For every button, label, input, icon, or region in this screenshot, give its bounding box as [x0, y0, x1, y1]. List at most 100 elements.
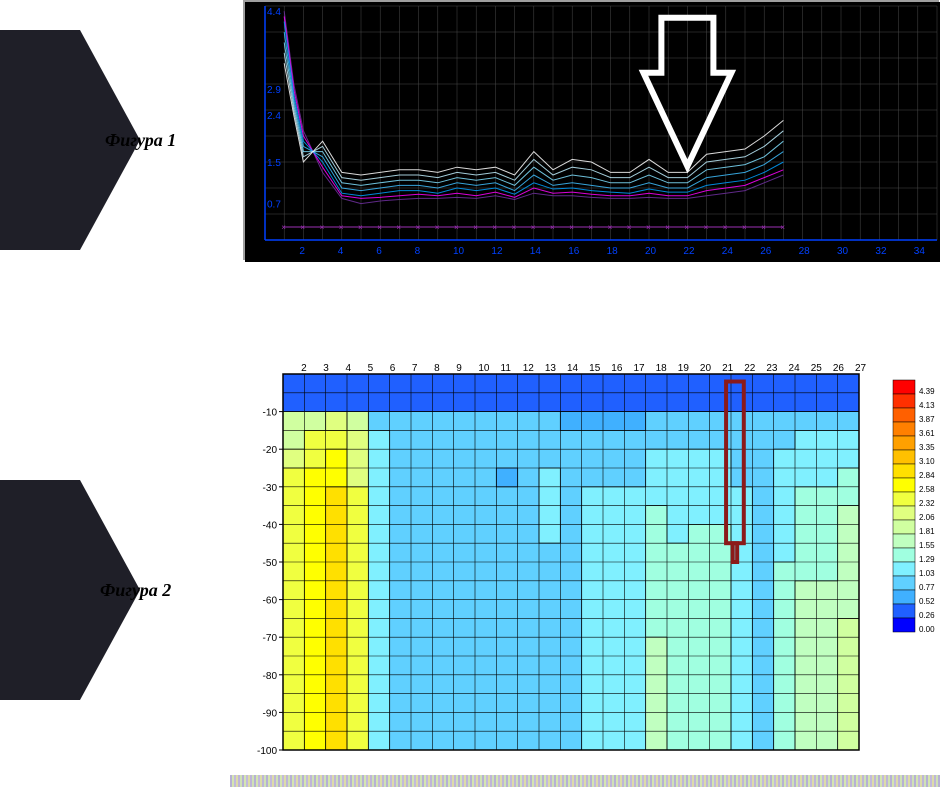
svg-text:×: × [608, 223, 613, 232]
svg-text:27: 27 [855, 363, 867, 374]
svg-text:30: 30 [837, 246, 849, 257]
svg-text:3.10: 3.10 [919, 457, 935, 466]
svg-text:-20: -20 [263, 445, 278, 456]
svg-text:×: × [531, 223, 536, 232]
svg-text:13: 13 [545, 363, 557, 374]
svg-text:-50: -50 [263, 558, 278, 569]
svg-text:22: 22 [683, 246, 695, 257]
svg-text:32: 32 [875, 246, 887, 257]
svg-text:-80: -80 [263, 671, 278, 682]
svg-text:-40: -40 [263, 520, 278, 531]
svg-text:19: 19 [678, 363, 690, 374]
svg-text:×: × [492, 223, 497, 232]
svg-text:0.00: 0.00 [919, 625, 935, 634]
svg-text:×: × [377, 223, 382, 232]
svg-text:2.58: 2.58 [919, 485, 935, 494]
svg-text:8: 8 [415, 246, 421, 257]
svg-text:14: 14 [530, 246, 542, 257]
svg-text:4: 4 [345, 363, 351, 374]
svg-text:9: 9 [456, 363, 462, 374]
svg-text:×: × [723, 223, 728, 232]
svg-text:4.4: 4.4 [267, 7, 281, 18]
svg-text:16: 16 [568, 246, 580, 257]
svg-text:24: 24 [722, 246, 734, 257]
svg-text:10: 10 [453, 246, 465, 257]
svg-text:28: 28 [799, 246, 811, 257]
svg-text:×: × [569, 223, 574, 232]
svg-text:-70: -70 [263, 633, 278, 644]
figure-2-label: Фигура 2 [100, 580, 171, 601]
svg-text:×: × [512, 223, 517, 232]
svg-text:×: × [646, 223, 651, 232]
svg-text:18: 18 [656, 363, 668, 374]
svg-text:17: 17 [633, 363, 645, 374]
svg-text:12: 12 [523, 363, 535, 374]
svg-text:2: 2 [301, 363, 307, 374]
svg-text:11: 11 [501, 363, 512, 374]
svg-text:2.9: 2.9 [267, 85, 281, 96]
svg-text:26: 26 [833, 363, 845, 374]
svg-text:×: × [358, 223, 363, 232]
svg-text:×: × [473, 223, 478, 232]
svg-text:×: × [665, 223, 670, 232]
svg-text:×: × [300, 223, 305, 232]
svg-text:×: × [684, 223, 689, 232]
svg-text:24: 24 [789, 363, 801, 374]
svg-text:10: 10 [478, 363, 490, 374]
svg-text:0.26: 0.26 [919, 611, 935, 620]
svg-text:0.52: 0.52 [919, 597, 935, 606]
svg-text:8: 8 [434, 363, 440, 374]
svg-text:23: 23 [766, 363, 778, 374]
svg-text:15: 15 [589, 363, 601, 374]
svg-text:×: × [627, 223, 632, 232]
svg-text:20: 20 [700, 363, 712, 374]
svg-text:0.77: 0.77 [919, 583, 935, 592]
chart-1: 0.71.52.42.94.42468101214161820222426283… [243, 0, 939, 260]
svg-text:4: 4 [338, 246, 344, 257]
svg-text:2.06: 2.06 [919, 513, 935, 522]
svg-text:×: × [780, 223, 785, 232]
svg-text:×: × [588, 223, 593, 232]
figure-1-label: Фигура 1 [105, 130, 176, 151]
svg-text:×: × [704, 223, 709, 232]
svg-text:22: 22 [744, 363, 756, 374]
svg-text:×: × [550, 223, 555, 232]
noise-strip [230, 775, 940, 787]
svg-text:14: 14 [567, 363, 579, 374]
svg-text:-100: -100 [257, 746, 277, 757]
chart-2: 2345678910111213141516171819202122232425… [243, 358, 939, 758]
svg-text:×: × [761, 223, 766, 232]
svg-text:25: 25 [811, 363, 823, 374]
svg-text:3.87: 3.87 [919, 415, 935, 424]
svg-text:4.13: 4.13 [919, 401, 935, 410]
svg-text:×: × [454, 223, 459, 232]
svg-text:3.61: 3.61 [919, 429, 935, 438]
svg-text:×: × [742, 223, 747, 232]
svg-text:0.7: 0.7 [267, 200, 281, 211]
svg-text:3.35: 3.35 [919, 443, 935, 452]
svg-text:×: × [320, 223, 325, 232]
svg-text:1.29: 1.29 [919, 555, 935, 564]
svg-text:×: × [435, 223, 440, 232]
svg-text:7: 7 [412, 363, 418, 374]
svg-text:5: 5 [368, 363, 374, 374]
svg-text:-30: -30 [263, 483, 278, 494]
svg-text:2.32: 2.32 [919, 499, 935, 508]
svg-text:1.55: 1.55 [919, 541, 935, 550]
svg-text:20: 20 [645, 246, 657, 257]
svg-text:3: 3 [323, 363, 329, 374]
svg-text:1.5: 1.5 [267, 158, 281, 169]
svg-text:×: × [396, 223, 401, 232]
svg-text:2.4: 2.4 [267, 111, 281, 122]
chart-2-svg: 2345678910111213141516171819202122232425… [243, 358, 939, 758]
svg-text:-60: -60 [263, 596, 278, 607]
svg-text:21: 21 [722, 363, 734, 374]
svg-text:×: × [339, 223, 344, 232]
svg-text:-10: -10 [263, 408, 278, 419]
svg-text:1.81: 1.81 [919, 527, 935, 536]
chart-1-svg: 0.71.52.42.94.42468101214161820222426283… [245, 2, 940, 262]
svg-text:×: × [281, 223, 286, 232]
svg-text:26: 26 [760, 246, 772, 257]
svg-text:18: 18 [607, 246, 619, 257]
decor-arrow-2 [0, 480, 80, 700]
